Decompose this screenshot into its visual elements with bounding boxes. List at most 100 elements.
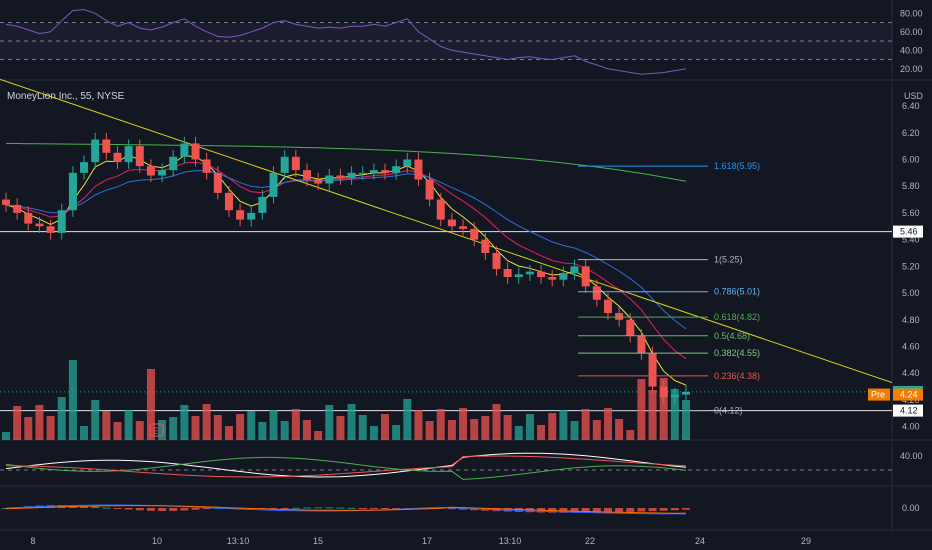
time-axis-label: 13:10 <box>499 536 522 546</box>
candle[interactable] <box>525 265 534 282</box>
candle[interactable] <box>492 246 501 276</box>
axes: 6.40 6.20 6.00 5.80 5.60 5.40 5.20 5.00 4.80 4.60… <box>30 8 923 546</box>
candle-body <box>236 210 245 220</box>
rsi-tick-label: 60.00 <box>900 27 923 37</box>
candle[interactable] <box>336 168 345 185</box>
candle[interactable] <box>615 306 624 327</box>
candle[interactable] <box>180 136 189 164</box>
rsi-panel[interactable] <box>0 9 892 75</box>
candle[interactable] <box>503 262 512 284</box>
macd-histogram-bar <box>626 508 635 512</box>
candle[interactable] <box>258 190 267 220</box>
candle[interactable] <box>537 265 546 284</box>
candle[interactable] <box>146 159 155 183</box>
candle[interactable] <box>202 152 211 180</box>
candle[interactable] <box>102 132 111 160</box>
candle[interactable] <box>2 192 10 212</box>
candle-body <box>291 156 300 171</box>
candle[interactable] <box>581 259 590 294</box>
macd-histogram-bar <box>314 507 323 509</box>
candle[interactable] <box>68 166 77 217</box>
candle-body <box>91 139 100 163</box>
candle[interactable] <box>302 163 311 187</box>
candle[interactable] <box>247 206 256 227</box>
candle[interactable] <box>236 203 245 227</box>
price-tag-label: 5.46 <box>900 227 918 237</box>
candle[interactable] <box>169 150 178 177</box>
candle[interactable] <box>403 152 412 173</box>
candle[interactable] <box>381 163 390 180</box>
volume-bar <box>648 390 657 440</box>
trend-line[interactable] <box>0 78 893 384</box>
candle-body <box>470 228 479 240</box>
fib-level-label: 0.5(4.68) <box>714 331 750 341</box>
candle[interactable] <box>414 152 423 187</box>
candle[interactable] <box>269 166 278 204</box>
macd-histogram-bar <box>670 508 679 511</box>
candle[interactable] <box>603 293 612 320</box>
candle[interactable] <box>13 198 22 220</box>
candle-body <box>135 146 144 167</box>
candle[interactable] <box>113 146 122 169</box>
candle[interactable] <box>325 168 334 191</box>
macd-panel[interactable] <box>2 504 690 515</box>
volume-bar <box>659 378 668 440</box>
earnings-marker-label: E <box>153 426 159 436</box>
candle[interactable] <box>570 259 579 280</box>
candle[interactable] <box>592 279 601 307</box>
candle[interactable] <box>135 139 144 173</box>
candle[interactable] <box>358 166 367 180</box>
candle[interactable] <box>80 155 89 180</box>
candle[interactable] <box>436 192 445 227</box>
candle-body <box>381 170 390 173</box>
candle[interactable] <box>35 216 44 233</box>
candle[interactable] <box>57 203 66 240</box>
candle[interactable] <box>314 172 323 191</box>
earnings-marker[interactable]: E <box>149 423 164 437</box>
candle[interactable] <box>447 212 456 233</box>
candle[interactable] <box>91 132 100 169</box>
candle[interactable] <box>548 270 557 287</box>
candle-body <box>492 252 501 270</box>
rsi-tick-label: 20.00 <box>900 64 923 74</box>
price-tag: 5.46 <box>893 225 923 238</box>
volume-bar <box>191 416 200 440</box>
candle[interactable] <box>459 219 468 236</box>
volume-bar <box>414 410 423 440</box>
candle[interactable] <box>291 150 300 177</box>
macd-histogram-bar <box>280 508 289 509</box>
candle[interactable] <box>392 159 401 180</box>
candle[interactable] <box>191 136 200 167</box>
price-tag-box <box>893 404 923 417</box>
candle[interactable] <box>158 163 167 183</box>
candle[interactable] <box>124 139 133 169</box>
volume-bar <box>548 413 557 440</box>
candle[interactable] <box>682 385 690 402</box>
candle[interactable] <box>46 219 55 240</box>
candle[interactable] <box>648 346 657 394</box>
candle[interactable] <box>637 329 646 360</box>
candle[interactable] <box>470 222 479 247</box>
macd-histogram-bar <box>146 508 155 511</box>
candle[interactable] <box>224 186 233 217</box>
dmi-panel[interactable] <box>0 452 892 480</box>
time-axis-label: 24 <box>695 536 705 546</box>
candle[interactable] <box>481 232 490 260</box>
candle[interactable] <box>280 150 289 180</box>
candle[interactable] <box>425 172 434 207</box>
pre-tag-label: Pre <box>871 390 885 400</box>
volume-bar <box>2 432 10 440</box>
candle[interactable] <box>626 313 635 343</box>
candle[interactable] <box>24 206 33 231</box>
rsi-line <box>5 9 687 75</box>
candle[interactable] <box>559 266 568 287</box>
candle[interactable] <box>514 267 523 284</box>
candle-body <box>581 266 590 287</box>
price-tick-label: 6.40 <box>902 101 920 111</box>
candle-body <box>158 170 167 176</box>
candle[interactable] <box>347 166 356 185</box>
macd-histogram-bar <box>180 508 189 511</box>
candle[interactable] <box>369 163 378 180</box>
candle[interactable] <box>213 166 222 200</box>
